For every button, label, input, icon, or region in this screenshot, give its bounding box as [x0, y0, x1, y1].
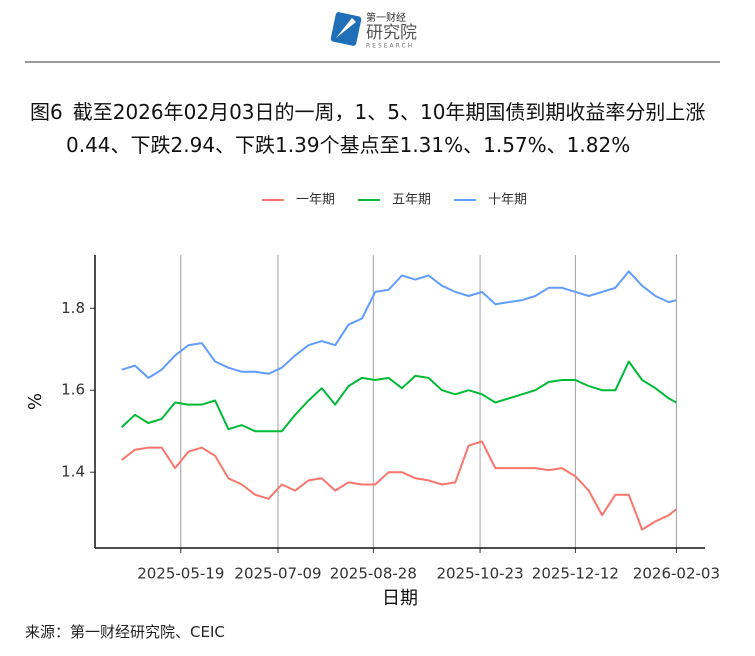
- legend-label: 五年期: [392, 193, 431, 208]
- y-tick-label: 1.6: [61, 381, 85, 399]
- series-line: [121, 360, 677, 433]
- title-text: 截至2026年02月03日的一周，1、5、10年期国债到期收益率分别上涨0.44…: [66, 100, 706, 157]
- logo-title: 研究院: [366, 23, 417, 43]
- source-note: 来源：第一财经研究院、CEIC: [25, 623, 225, 641]
- x-axis-label: 日期: [382, 588, 418, 609]
- logo-icon-mark: [336, 18, 356, 38]
- chart-title: 图6 截至2026年02月03日的一周，1、5、10年期国债到期收益率分别上涨0.…: [30, 96, 725, 162]
- logo: 第一财经 研究院 RESEARCH: [330, 11, 417, 50]
- x-tick-label: 2025-05-19: [137, 565, 224, 583]
- legend-label: 十年期: [488, 193, 527, 208]
- series-line: [121, 440, 678, 531]
- series-line: [121, 270, 677, 379]
- y-axis-label: %: [25, 393, 46, 410]
- x-tick-label: 2025-08-28: [330, 565, 417, 583]
- x-tick-label: 2025-12-12: [532, 565, 619, 583]
- x-tick-label: 2025-10-23: [436, 565, 523, 583]
- figure-label: 图6: [30, 100, 63, 124]
- legend: 一年期 五年期 十年期: [262, 193, 527, 208]
- legend-label: 一年期: [296, 193, 335, 208]
- y-tick-label: 1.4: [61, 463, 85, 481]
- x-tick-label: 2025-07-09: [234, 565, 321, 583]
- y-tick-label: 1.8: [61, 299, 85, 317]
- x-tick-label: 2026-02-03: [633, 565, 720, 583]
- logo-name: 第一财经: [366, 11, 406, 24]
- logo-subtitle: RESEARCH: [366, 43, 414, 50]
